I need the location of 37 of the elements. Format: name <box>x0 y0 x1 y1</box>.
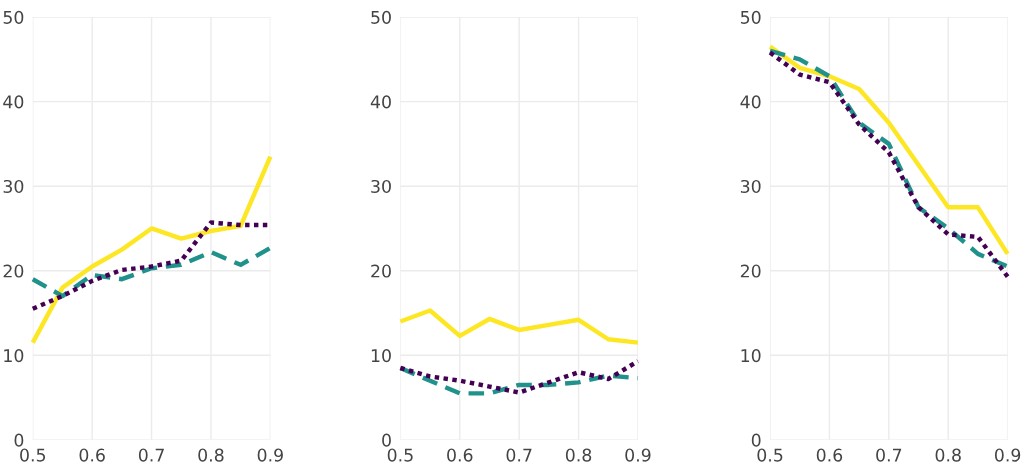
y-tick-label: 0 <box>14 433 24 447</box>
x-tick-label: 0.7 <box>138 448 164 462</box>
x-tick-label: 0.9 <box>994 448 1021 462</box>
x-tick-label: 0.7 <box>876 448 902 462</box>
x-tick-label: 0.9 <box>257 448 283 462</box>
y-tick-label: 50 <box>3 10 24 24</box>
y-tick-label: 10 <box>4 349 24 363</box>
y-tick-label: 40 <box>3 95 24 109</box>
y-tick-label: 30 <box>371 179 391 194</box>
y-tick-label: 50 <box>371 10 391 24</box>
x-tick-label: 0.9 <box>625 448 651 462</box>
y-tick-label: 20 <box>3 264 24 278</box>
y-tick-label: 0 <box>382 433 391 447</box>
y-tick-label: 10 <box>741 349 761 363</box>
line-series <box>30 245 273 299</box>
y-tick-label: 10 <box>371 349 391 363</box>
x-tick-label: 0.6 <box>447 448 473 462</box>
line-series <box>398 308 641 345</box>
x-tick-label: 0.8 <box>198 448 224 462</box>
x-tick-label: 0.7 <box>506 448 532 462</box>
x-tick-label: 0.5 <box>757 448 783 462</box>
line-series <box>398 359 641 395</box>
y-tick-label: 30 <box>3 179 24 194</box>
y-tick-label: 40 <box>370 95 391 109</box>
x-tick-label: 0.8 <box>565 448 592 462</box>
line-series <box>30 154 273 345</box>
y-tick-label: 30 <box>740 179 761 194</box>
x-tick-label: 0.5 <box>387 448 413 462</box>
x-tick-label: 0.5 <box>20 448 46 462</box>
y-tick-label: 40 <box>740 95 761 109</box>
x-tick-label: 0.8 <box>935 448 961 462</box>
y-tick-label: 20 <box>740 264 761 278</box>
x-tick-label: 0.6 <box>79 448 105 462</box>
y-tick-label: 20 <box>371 264 391 278</box>
y-tick-label: 0 <box>751 433 761 447</box>
y-tick-label: 50 <box>740 10 761 24</box>
x-tick-label: 0.6 <box>816 448 843 462</box>
